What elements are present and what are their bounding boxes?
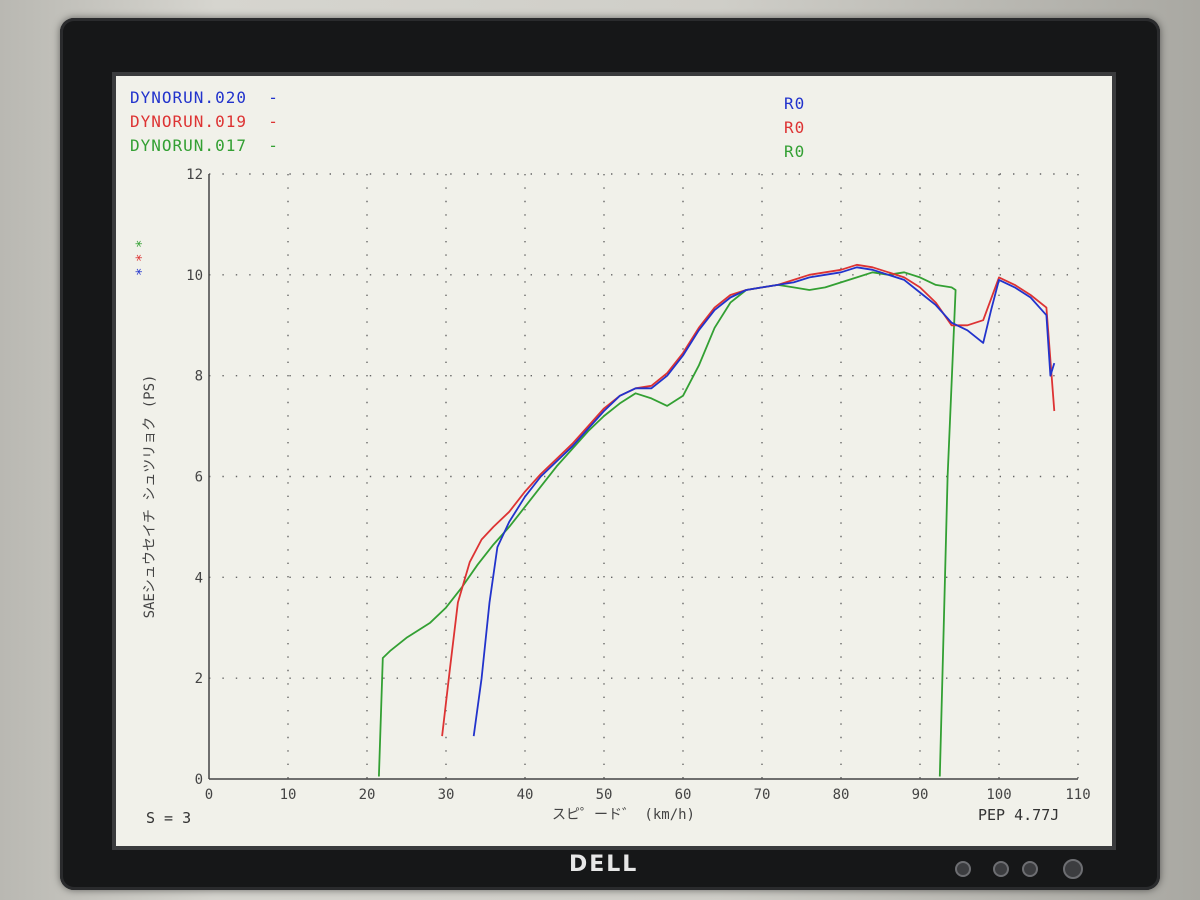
x-tick-label: 50: [596, 787, 613, 803]
series-marker: *: [134, 240, 150, 248]
monitor-button-1[interactable]: [955, 861, 971, 877]
y-tick-label: 8: [195, 369, 203, 385]
power-chart: 0 10 20 30 40 50 60 70 80 90 100 110 0 2 4 6 8 10 12 スピ゜ード゛…: [134, 167, 1091, 823]
monitor-button-3[interactable]: [1022, 861, 1038, 877]
series-line-dynorun-020: [472, 266, 1056, 737]
series-line-dynorun-019: [441, 263, 1056, 737]
x-tick-label: 80: [833, 787, 850, 803]
y-tick-label: 0: [195, 772, 203, 788]
x-tick-label: 100: [986, 787, 1011, 803]
x-tick-label: 110: [1065, 787, 1090, 803]
x-tick-label: 10: [280, 787, 297, 803]
y-tick-label: 2: [195, 671, 203, 687]
legend-tag-run020: R0: [784, 94, 806, 113]
monitor-button-2[interactable]: [993, 861, 1009, 877]
y-tick-label: 12: [186, 167, 203, 183]
legend-tag-run019: R0: [784, 118, 806, 137]
dell-logo: DELL: [569, 852, 639, 877]
x-tick-label: 20: [359, 787, 376, 803]
series-line-dynorun-017: [378, 271, 957, 777]
y-tick-label: 4: [195, 570, 203, 586]
power-button[interactable]: [1063, 859, 1083, 879]
x-tick-label: 70: [754, 787, 771, 803]
x-tick-label: 90: [912, 787, 929, 803]
legend-entry-run017: DYNORUN.017 -: [130, 136, 279, 155]
legend-entry-run020: DYNORUN.020 -: [130, 88, 279, 107]
x-tick-label: 0: [205, 787, 213, 803]
dyno-screen: DYNORUN.020 - DYNORUN.019 - DYNORUN.017 …: [112, 72, 1116, 850]
x-tick-label: 30: [438, 787, 455, 803]
smoothing-label: S = 3: [146, 809, 192, 827]
y-tick-label: 10: [186, 268, 203, 284]
legend-entry-run019: DYNORUN.019 -: [130, 112, 279, 131]
legend-tag-run017: R0: [784, 142, 806, 161]
x-tick-label: 40: [517, 787, 534, 803]
y-axis-label: SAEシュウセイチ シュツリョク (PS): [142, 375, 158, 619]
y-tick-label: 6: [195, 470, 203, 486]
pep-readout: PEP 4.77J: [978, 806, 1060, 824]
series-marker: *: [134, 268, 150, 276]
x-tick-label: 60: [675, 787, 692, 803]
x-axis-label: スピ゜ード゛ (km/h): [552, 807, 695, 823]
series-marker: *: [134, 254, 150, 262]
